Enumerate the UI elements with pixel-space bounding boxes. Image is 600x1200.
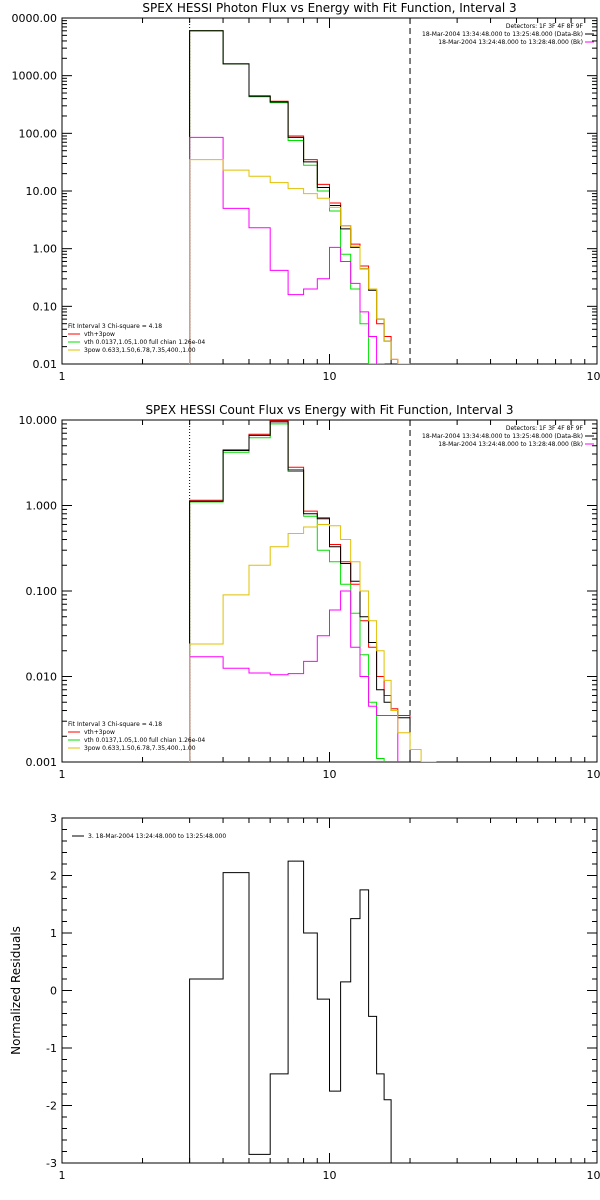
legend-label: vth+3pow <box>84 729 115 736</box>
header-text: Detectors: 1F 3F 4F 8F 9F <box>506 425 584 432</box>
series-line <box>189 30 399 364</box>
header-text: 18-Mar-2004 13:24:48.000 to 13:28:48.000… <box>438 39 583 46</box>
y-tick-label: 10.00 <box>26 185 58 198</box>
y-tick-label: -1 <box>46 1042 57 1055</box>
legend-title: Fit Interval 3 Chi-square = 4.18 <box>68 323 162 330</box>
header-text: Detectors: 1F 3F 4F 8F 9F <box>506 23 584 30</box>
y-tick-label: 1.00 <box>33 243 58 256</box>
series-group <box>189 860 392 1163</box>
legend-label: 3. 18-Mar-2004 13:24:48.000 to 13:25:48.… <box>88 833 226 840</box>
y-tick-label: 0.10 <box>33 300 58 313</box>
y-axis-label: Normalized Residuals <box>9 926 23 1055</box>
y-tick-label: 1.000 <box>26 500 58 513</box>
y-tick-label: 3 <box>50 812 57 825</box>
count-flux-panel: SPEX HESSI Count Flux vs Energy with Fit… <box>19 403 600 781</box>
series-line <box>189 421 411 762</box>
legend-label: vth 0.0137,1.05,1.00 full chian 1.26e-04 <box>84 339 205 346</box>
legend-label: 3pow 0.633,1.50,6.78,7.35,400.,1.00 <box>84 347 196 354</box>
legend-title: Fit Interval 3 Chi-square = 4.18 <box>68 721 162 728</box>
legend-label: 3pow 0.633,1.50,6.78,7.35,400.,1.00 <box>84 745 196 752</box>
series-line <box>189 159 411 364</box>
series-line <box>189 590 399 762</box>
plot-frame <box>61 419 598 763</box>
y-tick-label: 2 <box>50 870 57 883</box>
x-tick-label: 100 <box>587 370 600 383</box>
y-tick-label: 0.010 <box>26 671 58 684</box>
y-tick-label: 10.000 <box>19 414 58 427</box>
series-line <box>189 524 437 762</box>
y-tick-label: 0 <box>50 985 57 998</box>
series-line <box>189 30 378 364</box>
photon-flux-panel: SPEX HESSI Photon Flux vs Energy with Fi… <box>12 1 600 383</box>
x-tick-label: 1 <box>59 370 66 383</box>
legend-label: vth+3pow <box>84 331 115 338</box>
y-tick-label: 100.00 <box>19 127 58 140</box>
residuals-panel: 1 10 100 -3 -2 -1 0 1 2 3 Normalized Residuals 3. 1… <box>9 812 600 1182</box>
y-tick-label: -2 <box>46 1100 57 1113</box>
y-tick-label: 0.100 <box>26 585 58 598</box>
legend-label: vth 0.0137,1.05,1.00 full chian 1.26e-04 <box>84 737 205 744</box>
y-tick-label: -3 <box>46 1157 57 1170</box>
y-tick-label: 0000.00 <box>12 12 58 25</box>
x-tick-label: 1 <box>59 768 66 781</box>
x-tick-label: 10 <box>323 370 337 383</box>
series-line <box>189 860 392 1163</box>
y-tick-label: 0.001 <box>26 756 58 769</box>
x-tick-label: 100 <box>587 768 600 781</box>
series-line <box>189 136 385 364</box>
chart-title: SPEX HESSI Count Flux vs Energy with Fit… <box>145 403 513 417</box>
x-tick-label: 1 <box>59 1169 66 1182</box>
y-tick-label: 1000.00 <box>12 70 58 83</box>
series-group <box>189 420 437 762</box>
y-tick-label: 0.01 <box>33 358 58 371</box>
header-text: 18-Mar-2004 13:34:48.000 to 13:25:48.000… <box>422 433 583 440</box>
chart-title: SPEX HESSI Photon Flux vs Energy with Fi… <box>142 1 516 15</box>
series-line <box>189 30 399 364</box>
x-tick-label: 10 <box>323 1169 337 1182</box>
x-tick-label: 100 <box>587 1169 600 1182</box>
header-text: 18-Mar-2004 13:24:48.000 to 13:28:48.000… <box>438 441 583 448</box>
x-tick-label: 10 <box>323 768 337 781</box>
header-text: 18-Mar-2004 13:34:48.000 to 13:25:48.000… <box>422 31 583 38</box>
series-line <box>189 423 385 762</box>
series-group <box>189 30 411 364</box>
plot-frame <box>61 817 598 1164</box>
y-tick-label: 1 <box>50 927 57 940</box>
